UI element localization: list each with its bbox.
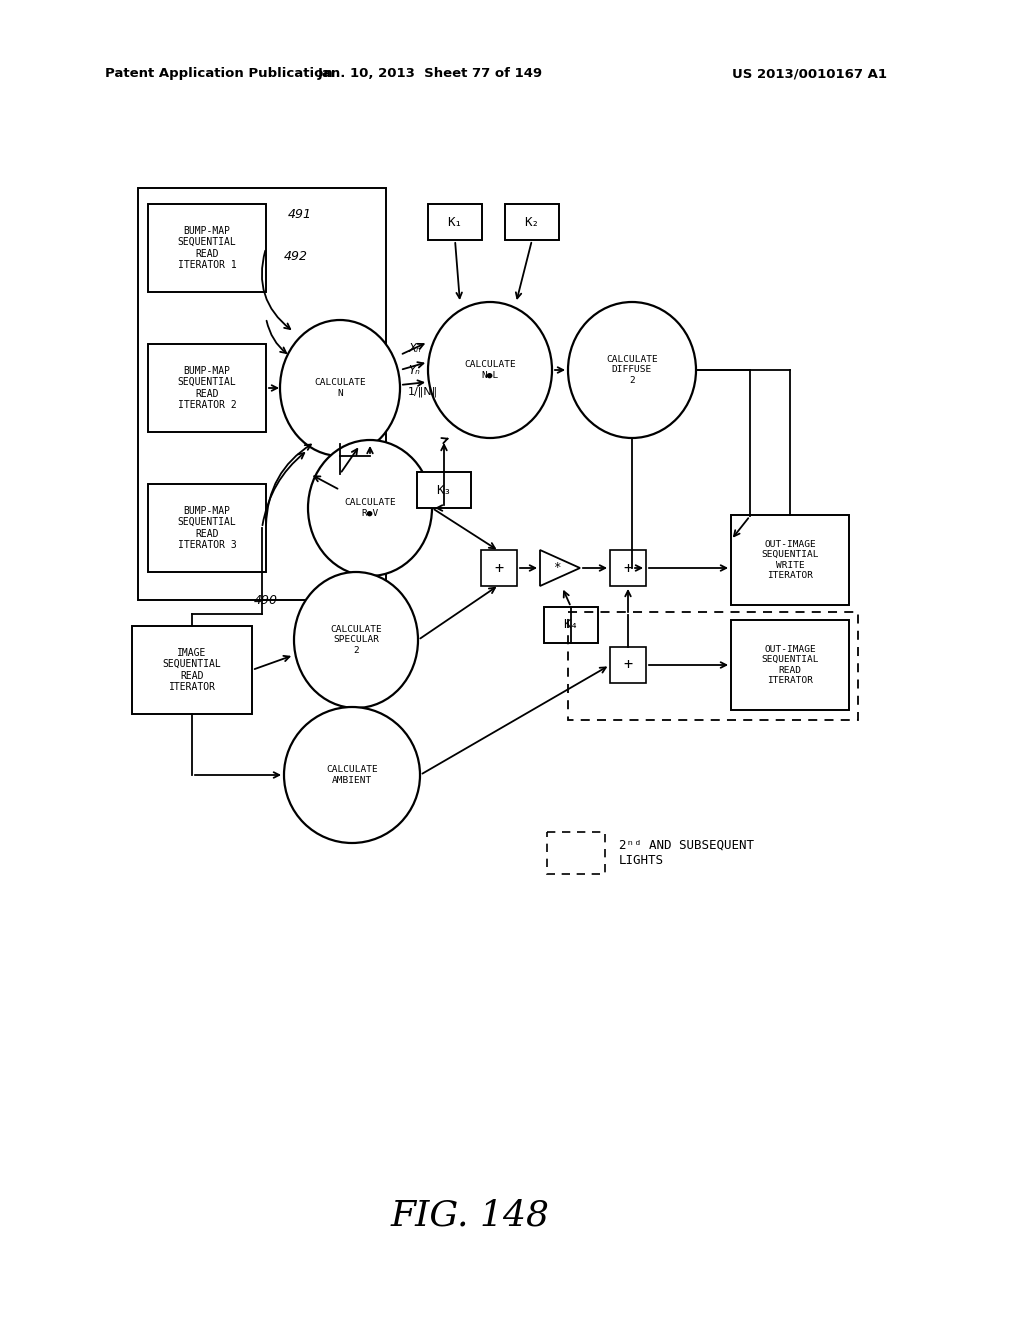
Polygon shape [540, 550, 580, 586]
Bar [505, 205, 559, 240]
Bar [610, 550, 646, 586]
Text: CALCULATE
R●V: CALCULATE R●V [344, 498, 396, 517]
Text: 490: 490 [254, 594, 278, 606]
Text: Xₙ: Xₙ [408, 342, 421, 355]
Ellipse shape [294, 572, 418, 708]
Text: +: + [624, 657, 633, 672]
Bar [547, 832, 605, 874]
Text: +: + [495, 561, 504, 576]
Text: BUMP-MAP
SEQUENTIAL
READ
ITERATOR 3: BUMP-MAP SEQUENTIAL READ ITERATOR 3 [177, 506, 237, 550]
Text: Yₙ: Yₙ [408, 363, 420, 376]
Text: 492: 492 [284, 249, 308, 263]
Text: CALCULATE
N: CALCULATE N [314, 379, 366, 397]
Bar [610, 647, 646, 682]
Bar [568, 612, 858, 719]
Text: CALCULATE
SPECULAR
2: CALCULATE SPECULAR 2 [330, 626, 382, 655]
Ellipse shape [568, 302, 696, 438]
Text: OUT-IMAGE
SEQUENTIAL
READ
ITERATOR: OUT-IMAGE SEQUENTIAL READ ITERATOR [761, 645, 819, 685]
Text: CALCULATE
AMBIENT: CALCULATE AMBIENT [326, 766, 378, 784]
Text: LIGHTS: LIGHTS [618, 854, 664, 867]
Text: US 2013/0010167 A1: US 2013/0010167 A1 [732, 67, 888, 81]
Text: CALCULATE
N●L: CALCULATE N●L [464, 360, 516, 380]
Text: BUMP-MAP
SEQUENTIAL
READ
ITERATOR 2: BUMP-MAP SEQUENTIAL READ ITERATOR 2 [177, 366, 237, 411]
Bar [428, 205, 482, 240]
Text: Jan. 10, 2013  Sheet 77 of 149: Jan. 10, 2013 Sheet 77 of 149 [317, 67, 543, 81]
Bar [148, 484, 266, 572]
Ellipse shape [428, 302, 552, 438]
Ellipse shape [280, 319, 400, 455]
Text: OUT-IMAGE
SEQUENTIAL
WRITE
ITERATOR: OUT-IMAGE SEQUENTIAL WRITE ITERATOR [761, 540, 819, 579]
Text: K₁: K₁ [447, 215, 463, 228]
Text: 491: 491 [288, 209, 312, 222]
Bar [544, 607, 598, 643]
Bar [481, 550, 517, 586]
Bar [132, 626, 252, 714]
Bar [731, 620, 849, 710]
Bar [148, 345, 266, 432]
Text: Patent Application Publication: Patent Application Publication [105, 67, 333, 81]
Text: 2ⁿᵈ AND SUBSEQUENT: 2ⁿᵈ AND SUBSEQUENT [618, 838, 754, 851]
Bar [417, 473, 471, 508]
Ellipse shape [308, 440, 432, 576]
Text: BUMP-MAP
SEQUENTIAL
READ
ITERATOR 1: BUMP-MAP SEQUENTIAL READ ITERATOR 1 [177, 226, 237, 271]
Text: FIG. 148: FIG. 148 [390, 1199, 550, 1232]
Text: CALCULATE
DIFFUSE
2: CALCULATE DIFFUSE 2 [606, 355, 657, 385]
Bar [138, 187, 386, 601]
Text: *: * [553, 561, 561, 574]
Bar [731, 515, 849, 605]
Bar [148, 205, 266, 292]
Text: +: + [624, 561, 633, 576]
Ellipse shape [284, 708, 420, 843]
Text: 1/‖N‖: 1/‖N‖ [408, 387, 438, 397]
Text: IMAGE
SEQUENTIAL
READ
ITERATOR: IMAGE SEQUENTIAL READ ITERATOR [163, 648, 221, 693]
Text: K₄: K₄ [563, 619, 579, 631]
Text: K₃: K₃ [436, 483, 452, 496]
Text: K₂: K₂ [524, 215, 540, 228]
